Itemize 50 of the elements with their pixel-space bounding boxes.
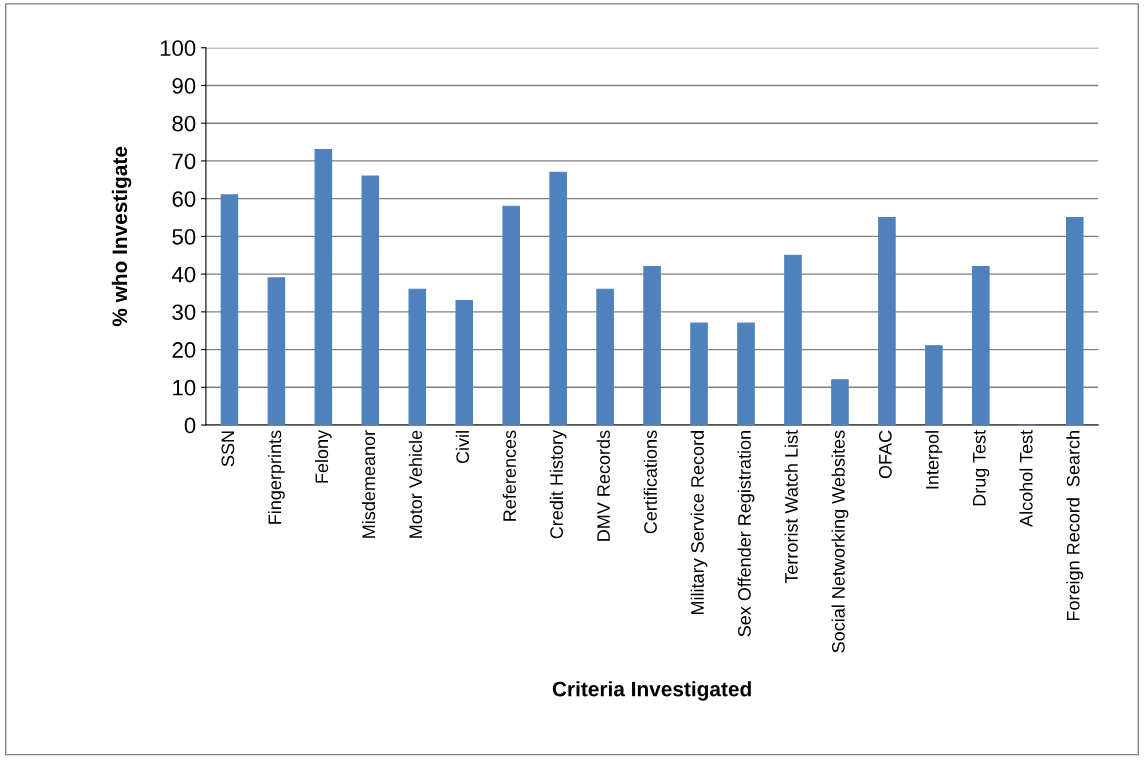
bar bbox=[361, 175, 380, 426]
bar bbox=[314, 149, 333, 426]
bar bbox=[737, 322, 755, 426]
y-tick-label: 70 bbox=[172, 153, 196, 170]
bar bbox=[267, 277, 286, 426]
bar bbox=[831, 379, 849, 426]
x-tick-label: Military Service Record bbox=[690, 431, 708, 615]
x-tick-label: Motor Vehicle bbox=[408, 430, 423, 538]
x-tick-label: Social Networking Websites bbox=[831, 430, 849, 653]
bar bbox=[878, 216, 896, 426]
y-tick-label: 10 bbox=[173, 379, 196, 396]
x-tick-label: Misdemeanor bbox=[361, 430, 376, 538]
x-tick-label: Foreign Record Search bbox=[1066, 431, 1084, 621]
bar bbox=[643, 266, 661, 426]
y-tick-label: 100 bbox=[160, 40, 196, 57]
x-tick-label: Interpol bbox=[925, 431, 943, 489]
x-tick-label: Sex Offender Registration bbox=[737, 431, 755, 637]
bar bbox=[408, 288, 427, 426]
x-tick-label: Terrorist Watch List bbox=[784, 430, 798, 584]
y-tick-label: 50 bbox=[172, 228, 196, 245]
bar bbox=[596, 288, 614, 426]
bar bbox=[502, 205, 520, 426]
x-tick-label: Felony bbox=[314, 429, 332, 483]
x-tick-label: Fingerprints bbox=[267, 430, 285, 524]
y-tick-label: 0 bbox=[184, 417, 196, 434]
y-tick-label: 20 bbox=[172, 342, 196, 358]
y-tick-label: 30 bbox=[172, 304, 196, 321]
bar bbox=[549, 171, 567, 426]
bar bbox=[972, 266, 990, 426]
bar bbox=[690, 322, 708, 426]
y-tick-label: 40 bbox=[171, 266, 196, 283]
y-tick-label: 90 bbox=[172, 78, 196, 94]
y-tick-label: 60 bbox=[172, 191, 196, 207]
x-axis-title: Criteria Investigated bbox=[552, 681, 751, 701]
bar bbox=[220, 194, 239, 426]
x-tick-label: Civil bbox=[455, 431, 470, 464]
x-tick-label: Drug Test bbox=[973, 430, 990, 506]
x-tick-label: OFAC bbox=[878, 430, 892, 479]
x-tick-label: Credit History bbox=[549, 429, 567, 539]
bar bbox=[455, 299, 473, 426]
bar bbox=[784, 254, 802, 426]
x-tick-label: Certifications bbox=[643, 430, 657, 534]
x-tick-label: DMV Records bbox=[596, 430, 610, 541]
bar bbox=[1065, 216, 1084, 426]
x-tick-label: References bbox=[502, 430, 517, 521]
x-tick-label: SSN bbox=[221, 431, 235, 467]
bar bbox=[925, 345, 943, 426]
y-axis-title: % who Investigate bbox=[111, 146, 132, 327]
x-tick-label: Alcohol Test bbox=[1019, 430, 1033, 527]
y-tick-label: 80 bbox=[172, 115, 196, 132]
